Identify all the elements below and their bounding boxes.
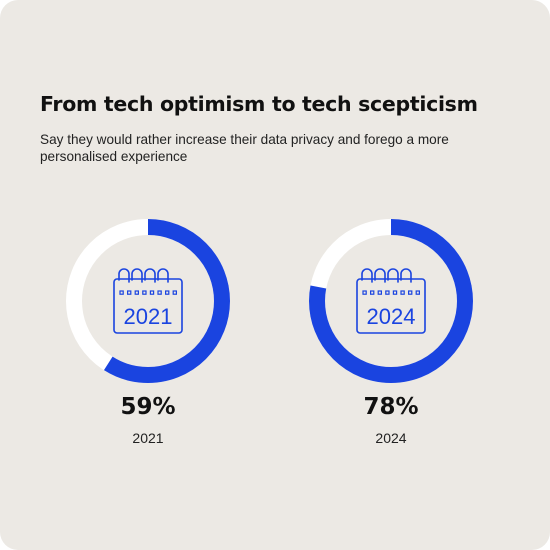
chart-subtitle: Say they would rather increase their dat… (40, 132, 449, 164)
calendar-icon (356, 268, 426, 334)
calendar-year-text: 2021 (124, 304, 173, 329)
donut-chart-2021: 2021 (66, 219, 230, 383)
percentage-value-2024: 78% (363, 394, 419, 420)
donut-value-arc-2024 (309, 219, 473, 383)
calendar-icon (113, 268, 183, 334)
chart-title: From tech optimism to tech scepticism (40, 92, 478, 116)
year-label-2021: 2021 (132, 430, 164, 446)
donut-svg: 2024 (309, 219, 473, 383)
donut-value-arc-2021 (66, 219, 230, 383)
year-label-2024: 2024 (375, 430, 407, 446)
donut-svg: 2021 (66, 219, 230, 383)
percentage-value-2021: 59% (120, 394, 176, 420)
donut-chart-2024: 2024 (309, 219, 473, 383)
calendar-year-text: 2024 (367, 304, 416, 329)
